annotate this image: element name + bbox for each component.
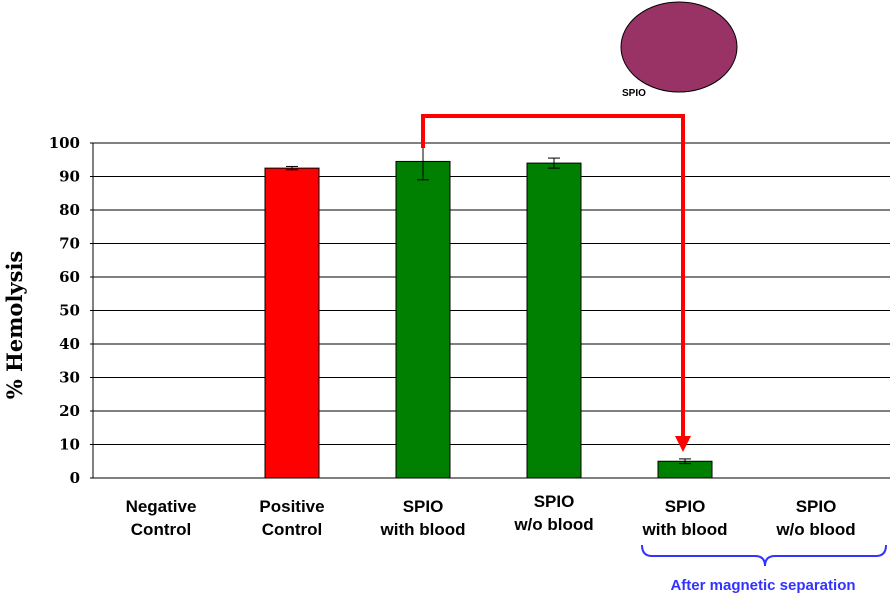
y-axis: 0 10 20 30 40 50 60 70 80 90 100 [49, 134, 94, 487]
y-tick-label: 40 [59, 335, 80, 353]
y-tick-label: 0 [70, 469, 80, 487]
red-arrow-head [675, 436, 691, 452]
y-tick-label: 60 [59, 268, 80, 286]
bars [155, 142, 822, 479]
y-tick-label: 80 [59, 201, 80, 219]
category-label: with blood [642, 520, 728, 539]
category-label: Control [262, 520, 322, 539]
spio-particle: SPIO [620, 1, 738, 99]
category-label: w/o blood [513, 515, 593, 534]
category-label: Negative [126, 497, 197, 516]
spio-particle-circle [620, 1, 738, 93]
category-labels: Negative Control Positive Control SPIO with b… [126, 492, 856, 539]
bar [395, 160, 451, 479]
category-label: Positive [259, 497, 324, 516]
category-label: Control [131, 520, 191, 539]
group-bracket [641, 544, 887, 567]
gridlines [90, 142, 890, 479]
category-label: SPIO [665, 497, 706, 516]
y-tick-label: 10 [59, 436, 80, 454]
red-arrow [421, 114, 691, 452]
category-label: w/o blood [775, 520, 855, 539]
y-tick-label: 30 [59, 369, 80, 387]
y-tick-label: 20 [59, 402, 80, 420]
y-tick-label: 100 [49, 134, 80, 152]
y-tick-label: 50 [59, 302, 80, 320]
y-tick-label: 70 [59, 235, 80, 253]
bar [526, 162, 582, 479]
group-label: After magnetic separation [670, 577, 855, 594]
red-arrow-path [421, 114, 685, 438]
category-label: SPIO [534, 492, 575, 511]
y-tick-label: 90 [59, 168, 80, 186]
bar [264, 167, 320, 479]
category-label: SPIO [796, 497, 837, 516]
category-label: with blood [380, 520, 466, 539]
spio-particle-label: SPIO [622, 88, 646, 99]
category-label: SPIO [403, 497, 444, 516]
y-axis-label: % Hemolysis [2, 251, 27, 400]
